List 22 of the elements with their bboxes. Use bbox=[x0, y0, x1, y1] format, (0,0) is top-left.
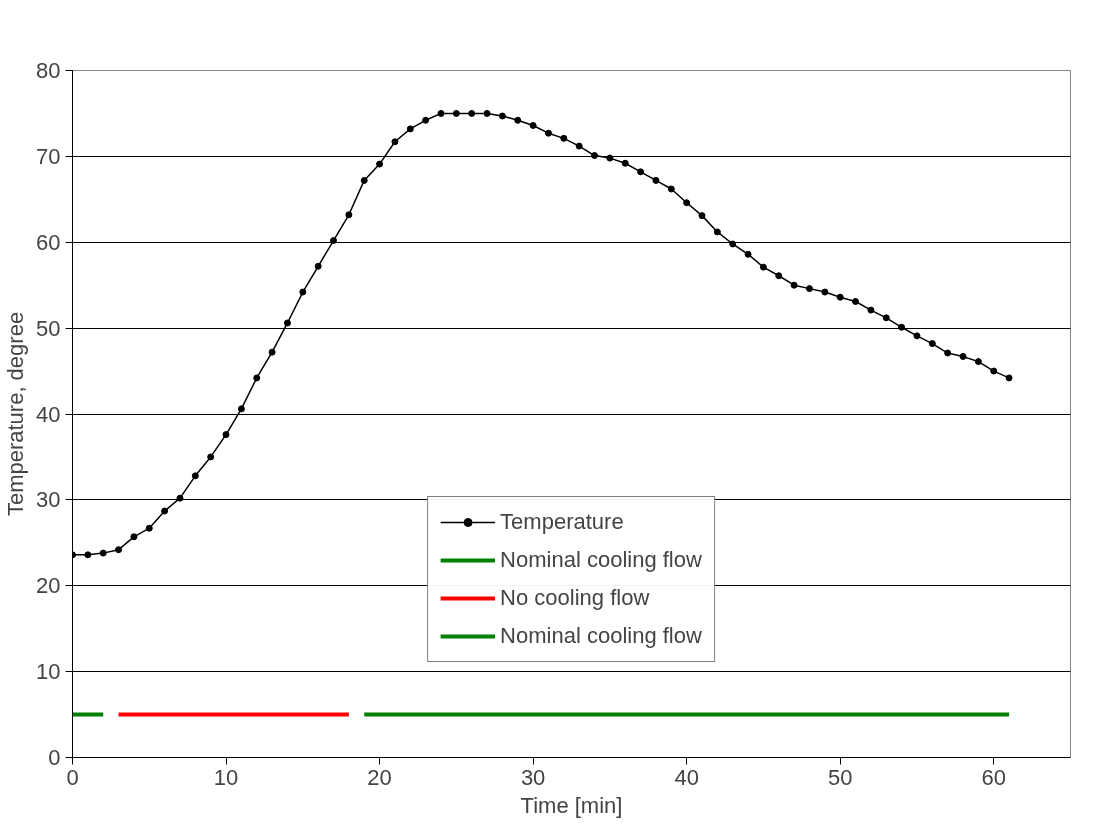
x-tick-label: 60 bbox=[981, 764, 1006, 790]
x-axis-title: Time [min] bbox=[520, 792, 623, 818]
y-tick-label: 50 bbox=[36, 315, 61, 341]
y-tick-label: 0 bbox=[48, 745, 61, 770]
y-tick-label: 60 bbox=[36, 229, 61, 255]
y-tick-label: 70 bbox=[36, 143, 61, 169]
y-tick-label: 80 bbox=[36, 58, 61, 83]
y-axis-title: Temperature, degree bbox=[3, 311, 29, 517]
x-tick-label: 0 bbox=[66, 764, 79, 790]
legend-label: Nominal cooling flow bbox=[500, 623, 702, 649]
y-tick-label: 40 bbox=[36, 401, 61, 427]
x-tick-label: 50 bbox=[827, 764, 853, 790]
x-tick-label: 40 bbox=[674, 764, 699, 790]
x-tick-label: 30 bbox=[520, 764, 546, 790]
x-tick-label: 20 bbox=[367, 764, 392, 790]
legend-label: Nominal cooling flow bbox=[500, 547, 702, 573]
y-tick-label: 10 bbox=[36, 659, 61, 685]
y-tick-label: 30 bbox=[36, 487, 61, 513]
y-tick-label: 20 bbox=[36, 573, 61, 599]
legend-label: Temperature bbox=[500, 509, 624, 535]
legend-label: No cooling flow bbox=[500, 585, 650, 611]
x-tick-label: 10 bbox=[213, 764, 239, 790]
